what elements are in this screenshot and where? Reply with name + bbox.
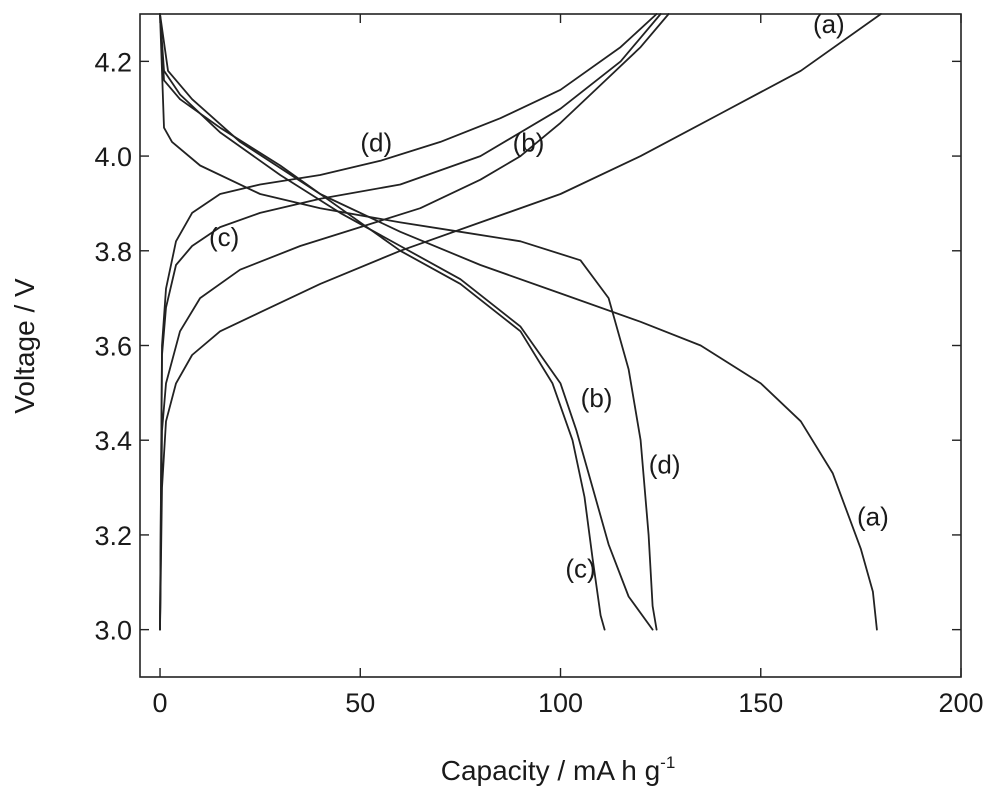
x-tick-label: 0 [153, 688, 168, 718]
x-axis-title: Capacity / mA h g-1 [441, 753, 676, 786]
curve-d-charge [159, 13, 658, 631]
curve-label: (d) [360, 127, 392, 157]
curve-c-discharge [159, 13, 606, 631]
y-tick-label: 4.2 [94, 47, 132, 77]
curve-c-charge [159, 13, 662, 631]
x-tick-label: 200 [938, 688, 983, 718]
curve-label: (d) [649, 449, 681, 479]
curve-b-discharge [159, 13, 654, 631]
curve-d-discharge [159, 13, 658, 631]
ticks-layer: 0 50 100 150 200 3.0 3.2 3.4 3.6 3.8 4.0 4.2 [94, 14, 984, 718]
curve-label: (a) [813, 9, 845, 39]
y-tick-label: 3.8 [94, 237, 132, 267]
curve-label: (c) [565, 554, 595, 584]
y-axis-title: Voltage / V [9, 278, 40, 414]
y-tick-label: 3.2 [94, 521, 132, 551]
y-tick-label: 3.6 [94, 332, 132, 362]
x-tick-label: 150 [738, 688, 783, 718]
curve-label: (b) [513, 127, 545, 157]
labels-layer: (a) (b) (d) (c) (b) (d) (a) (c) [209, 9, 889, 584]
curve-label: (a) [857, 501, 889, 531]
plot-area-frame [139, 13, 962, 678]
x-tick-label: 50 [345, 688, 375, 718]
curve-label: (b) [581, 383, 613, 413]
x-axis-title-superscript: -1 [660, 753, 675, 772]
curve-a-discharge [159, 13, 878, 631]
curve-a-charge [159, 13, 882, 631]
curve-b-charge [159, 13, 670, 631]
x-tick-label: 100 [538, 688, 583, 718]
y-tick-label: 4.0 [94, 142, 132, 172]
x-axis-title-main: Capacity / mA h g [441, 755, 660, 786]
curve-label: (c) [209, 222, 239, 252]
y-tick-label: 3.4 [94, 426, 132, 456]
curves-layer [159, 13, 882, 631]
y-tick-label: 3.0 [94, 616, 132, 646]
